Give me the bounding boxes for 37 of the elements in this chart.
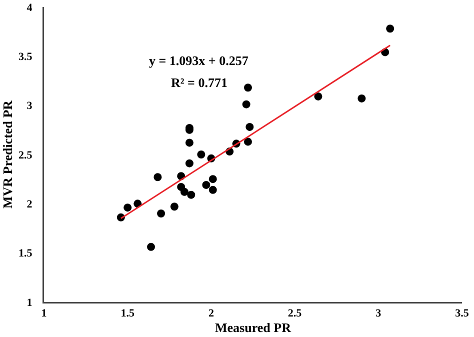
x-tick-label: 1.5: [120, 308, 135, 320]
point: [202, 180, 210, 189]
x-axis-title: Measured PR: [215, 320, 292, 336]
point: [124, 204, 132, 212]
y-tick-label: 4: [26, 2, 33, 14]
y-tick-label: 2: [26, 198, 33, 211]
x-tick-label: 2.5: [288, 308, 302, 320]
point: [147, 242, 156, 251]
point: [185, 159, 194, 168]
x-tick-label: 2: [208, 308, 214, 320]
point: [154, 173, 162, 182]
y-tick-label: 1.5: [18, 248, 33, 260]
y-tick-label: 2.5: [18, 149, 33, 162]
point: [185, 138, 194, 147]
point: [244, 138, 252, 146]
point: [358, 94, 366, 102]
x-tick-label: 3: [376, 308, 382, 320]
point: [244, 84, 252, 92]
point: [242, 100, 250, 108]
point: [170, 202, 178, 211]
y-axis-title: MVR Predicted PR: [0, 100, 15, 209]
point: [197, 150, 206, 158]
point: [187, 190, 196, 199]
point: [157, 210, 166, 218]
y-tick-label: 3.5: [18, 51, 33, 64]
point: [314, 92, 322, 100]
point: [180, 188, 188, 196]
annotation: R² = 0.771: [171, 75, 228, 90]
annotation: y = 1.093x + 0.257: [149, 53, 249, 68]
point: [208, 175, 217, 184]
point: [208, 186, 217, 194]
point: [246, 122, 254, 131]
point: [386, 24, 394, 33]
x-tick-label: 3.5: [455, 308, 470, 320]
x-tick-label: 1: [41, 308, 47, 320]
y-tick-label: 3: [26, 100, 33, 112]
y-tick-label: 1: [26, 296, 32, 309]
